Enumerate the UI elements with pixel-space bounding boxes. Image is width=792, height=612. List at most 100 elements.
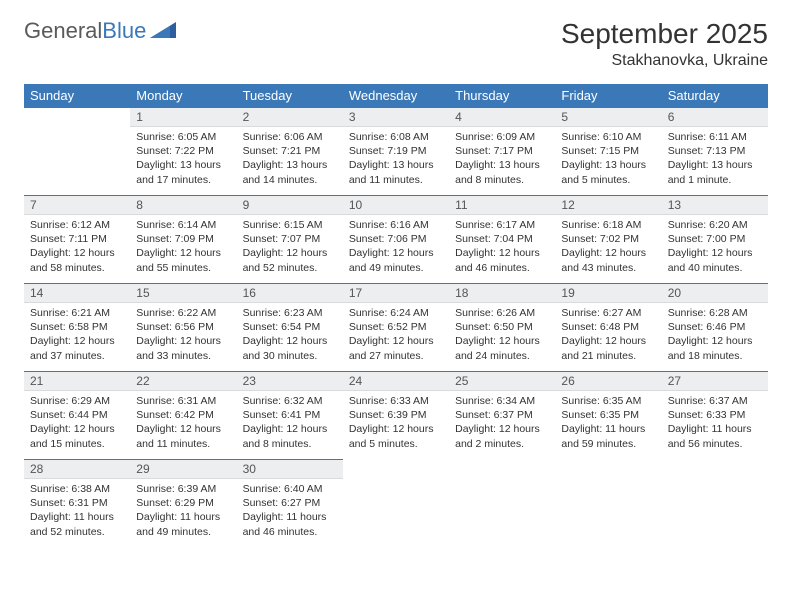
daylight: Daylight: 13 hours and 11 minutes. [349, 158, 443, 186]
calendar-cell: 28Sunrise: 6:38 AMSunset: 6:31 PMDayligh… [24, 460, 130, 548]
sunrise: Sunrise: 6:17 AM [455, 218, 549, 232]
daylight: Daylight: 11 hours and 56 minutes. [668, 422, 762, 450]
sunset: Sunset: 6:44 PM [30, 408, 124, 422]
sunrise: Sunrise: 6:15 AM [243, 218, 337, 232]
sunrise: Sunrise: 6:34 AM [455, 394, 549, 408]
calendar-cell: 27Sunrise: 6:37 AMSunset: 6:33 PMDayligh… [662, 372, 768, 460]
sunset: Sunset: 6:48 PM [561, 320, 655, 334]
daylight: Daylight: 12 hours and 30 minutes. [243, 334, 337, 362]
day-body: Sunrise: 6:12 AMSunset: 7:11 PMDaylight:… [24, 215, 130, 279]
day-body: Sunrise: 6:05 AMSunset: 7:22 PMDaylight:… [130, 127, 236, 191]
sunset: Sunset: 6:33 PM [668, 408, 762, 422]
calendar-cell: 1Sunrise: 6:05 AMSunset: 7:22 PMDaylight… [130, 108, 236, 196]
daylight: Daylight: 13 hours and 8 minutes. [455, 158, 549, 186]
daylight: Daylight: 12 hours and 58 minutes. [30, 246, 124, 274]
day-body: Sunrise: 6:10 AMSunset: 7:15 PMDaylight:… [555, 127, 661, 191]
sunrise: Sunrise: 6:14 AM [136, 218, 230, 232]
sunrise: Sunrise: 6:24 AM [349, 306, 443, 320]
sunset: Sunset: 7:17 PM [455, 144, 549, 158]
calendar-cell: 30Sunrise: 6:40 AMSunset: 6:27 PMDayligh… [237, 460, 343, 548]
sunrise: Sunrise: 6:29 AM [30, 394, 124, 408]
sunrise: Sunrise: 6:09 AM [455, 130, 549, 144]
daylight: Daylight: 12 hours and 18 minutes. [668, 334, 762, 362]
sunset: Sunset: 7:02 PM [561, 232, 655, 246]
sunrise: Sunrise: 6:38 AM [30, 482, 124, 496]
day-number: 8 [130, 196, 236, 215]
calendar-cell: 16Sunrise: 6:23 AMSunset: 6:54 PMDayligh… [237, 284, 343, 372]
weekday-header: Thursday [449, 84, 555, 108]
sunrise: Sunrise: 6:20 AM [668, 218, 762, 232]
calendar-cell: 18Sunrise: 6:26 AMSunset: 6:50 PMDayligh… [449, 284, 555, 372]
sunrise: Sunrise: 6:31 AM [136, 394, 230, 408]
header: GeneralBlue September 2025 Stakhanovka, … [24, 18, 768, 70]
day-body: Sunrise: 6:27 AMSunset: 6:48 PMDaylight:… [555, 303, 661, 367]
day-body: Sunrise: 6:16 AMSunset: 7:06 PMDaylight:… [343, 215, 449, 279]
sunrise: Sunrise: 6:10 AM [561, 130, 655, 144]
daylight: Daylight: 12 hours and 49 minutes. [349, 246, 443, 274]
sunset: Sunset: 7:11 PM [30, 232, 124, 246]
day-number: 2 [237, 108, 343, 127]
calendar-cell: 29Sunrise: 6:39 AMSunset: 6:29 PMDayligh… [130, 460, 236, 548]
calendar-cell: 2Sunrise: 6:06 AMSunset: 7:21 PMDaylight… [237, 108, 343, 196]
calendar-cell [343, 460, 449, 548]
logo: GeneralBlue [24, 18, 176, 44]
daylight: Daylight: 12 hours and 33 minutes. [136, 334, 230, 362]
sunrise: Sunrise: 6:40 AM [243, 482, 337, 496]
calendar-row: 21Sunrise: 6:29 AMSunset: 6:44 PMDayligh… [24, 372, 768, 460]
calendar-cell: 17Sunrise: 6:24 AMSunset: 6:52 PMDayligh… [343, 284, 449, 372]
daylight: Daylight: 12 hours and 5 minutes. [349, 422, 443, 450]
day-body: Sunrise: 6:06 AMSunset: 7:21 PMDaylight:… [237, 127, 343, 191]
sunset: Sunset: 7:15 PM [561, 144, 655, 158]
day-number: 12 [555, 196, 661, 215]
sunset: Sunset: 6:42 PM [136, 408, 230, 422]
calendar-cell: 21Sunrise: 6:29 AMSunset: 6:44 PMDayligh… [24, 372, 130, 460]
calendar-cell: 11Sunrise: 6:17 AMSunset: 7:04 PMDayligh… [449, 196, 555, 284]
calendar-cell: 8Sunrise: 6:14 AMSunset: 7:09 PMDaylight… [130, 196, 236, 284]
day-number: 9 [237, 196, 343, 215]
daylight: Daylight: 13 hours and 14 minutes. [243, 158, 337, 186]
weekday-header: Friday [555, 84, 661, 108]
sunrise: Sunrise: 6:22 AM [136, 306, 230, 320]
calendar-row: 14Sunrise: 6:21 AMSunset: 6:58 PMDayligh… [24, 284, 768, 372]
sunrise: Sunrise: 6:05 AM [136, 130, 230, 144]
day-number: 25 [449, 372, 555, 391]
weekday-header: Monday [130, 84, 236, 108]
calendar-cell: 22Sunrise: 6:31 AMSunset: 6:42 PMDayligh… [130, 372, 236, 460]
calendar-table: SundayMondayTuesdayWednesdayThursdayFrid… [24, 84, 768, 548]
sunset: Sunset: 7:09 PM [136, 232, 230, 246]
day-body: Sunrise: 6:34 AMSunset: 6:37 PMDaylight:… [449, 391, 555, 455]
day-number: 28 [24, 460, 130, 479]
day-body: Sunrise: 6:11 AMSunset: 7:13 PMDaylight:… [662, 127, 768, 191]
day-number: 18 [449, 284, 555, 303]
daylight: Daylight: 12 hours and 46 minutes. [455, 246, 549, 274]
weekday-header: Wednesday [343, 84, 449, 108]
day-body: Sunrise: 6:15 AMSunset: 7:07 PMDaylight:… [237, 215, 343, 279]
daylight: Daylight: 12 hours and 21 minutes. [561, 334, 655, 362]
sunrise: Sunrise: 6:39 AM [136, 482, 230, 496]
daylight: Daylight: 13 hours and 1 minute. [668, 158, 762, 186]
day-number: 22 [130, 372, 236, 391]
calendar-row: 28Sunrise: 6:38 AMSunset: 6:31 PMDayligh… [24, 460, 768, 548]
day-body: Sunrise: 6:09 AMSunset: 7:17 PMDaylight:… [449, 127, 555, 191]
daylight: Daylight: 12 hours and 52 minutes. [243, 246, 337, 274]
day-body: Sunrise: 6:32 AMSunset: 6:41 PMDaylight:… [237, 391, 343, 455]
calendar-cell [662, 460, 768, 548]
day-number: 29 [130, 460, 236, 479]
daylight: Daylight: 12 hours and 27 minutes. [349, 334, 443, 362]
day-number: 30 [237, 460, 343, 479]
sunrise: Sunrise: 6:35 AM [561, 394, 655, 408]
day-body: Sunrise: 6:26 AMSunset: 6:50 PMDaylight:… [449, 303, 555, 367]
sunset: Sunset: 6:35 PM [561, 408, 655, 422]
day-body: Sunrise: 6:22 AMSunset: 6:56 PMDaylight:… [130, 303, 236, 367]
sunset: Sunset: 6:31 PM [30, 496, 124, 510]
day-number: 26 [555, 372, 661, 391]
day-number: 3 [343, 108, 449, 127]
sunset: Sunset: 7:13 PM [668, 144, 762, 158]
sunset: Sunset: 7:22 PM [136, 144, 230, 158]
sunrise: Sunrise: 6:16 AM [349, 218, 443, 232]
calendar-body: 1Sunrise: 6:05 AMSunset: 7:22 PMDaylight… [24, 108, 768, 548]
daylight: Daylight: 12 hours and 37 minutes. [30, 334, 124, 362]
calendar-cell: 20Sunrise: 6:28 AMSunset: 6:46 PMDayligh… [662, 284, 768, 372]
day-number: 24 [343, 372, 449, 391]
calendar-cell: 3Sunrise: 6:08 AMSunset: 7:19 PMDaylight… [343, 108, 449, 196]
